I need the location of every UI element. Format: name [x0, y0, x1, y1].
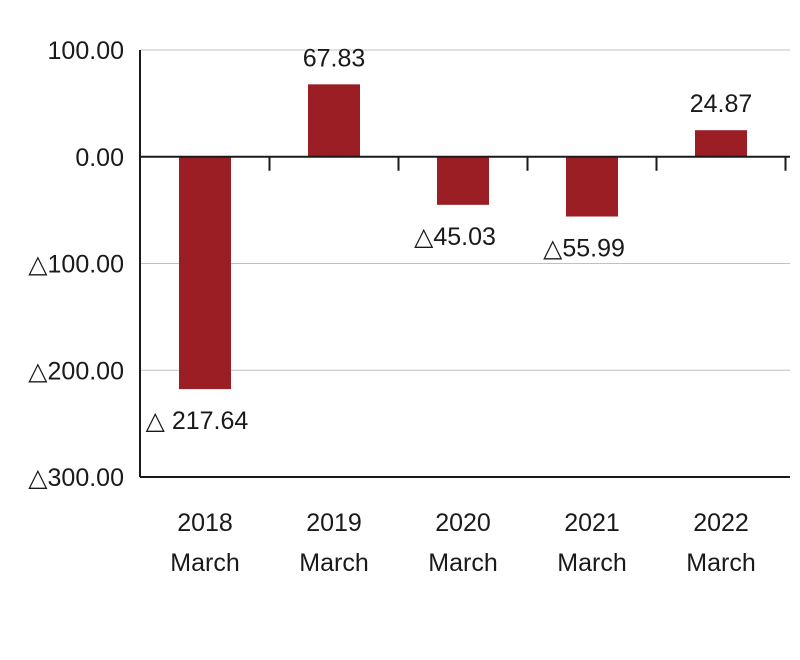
bar-1 — [308, 84, 360, 157]
y-tick-label-0: 100.00 — [48, 37, 124, 65]
gridlines — [140, 49, 790, 371]
bar-3 — [566, 156, 618, 217]
category-label-0-line-0: 2018 — [177, 509, 233, 537]
data-label-3: △55.99 — [543, 235, 625, 263]
bar-4 — [695, 130, 747, 157]
labels: 100.00 0.00 △100.00 △200.00 △300.00 △ 217.64 6… — [28, 37, 755, 577]
category-label-0-line-1: March — [170, 549, 239, 577]
category-label-1-line-0: 2019 — [306, 509, 362, 537]
category-label-3: 2021 March — [557, 509, 626, 577]
category-label-3-line-0: 2021 — [564, 509, 620, 537]
category-label-3-line-1: March — [557, 549, 626, 577]
data-label-0: △ 217.64 — [146, 407, 249, 435]
data-label-1: 67.83 — [303, 44, 366, 72]
bar-2 — [437, 156, 489, 205]
bar-0 — [179, 156, 231, 390]
category-label-4: 2022 March — [686, 509, 755, 577]
category-label-2-line-1: March — [428, 549, 497, 577]
bars — [179, 84, 747, 390]
category-label-0: 2018 March — [170, 509, 239, 577]
category-label-2-line-0: 2020 — [435, 509, 491, 537]
data-label-2: △45.03 — [414, 223, 496, 251]
data-label-4: 24.87 — [690, 90, 753, 118]
category-label-1: 2019 March — [299, 509, 368, 577]
category-label-2: 2020 March — [428, 509, 497, 577]
axes — [139, 50, 790, 478]
y-tick-label-2: △100.00 — [28, 251, 124, 279]
y-tick-label-4: △300.00 — [28, 464, 124, 492]
y-tick-label-3: △200.00 — [28, 357, 124, 385]
category-label-4-line-1: March — [686, 549, 755, 577]
y-tick-label-1: 0.00 — [75, 144, 124, 172]
category-label-1-line-1: March — [299, 549, 368, 577]
category-label-4-line-0: 2022 — [693, 509, 749, 537]
